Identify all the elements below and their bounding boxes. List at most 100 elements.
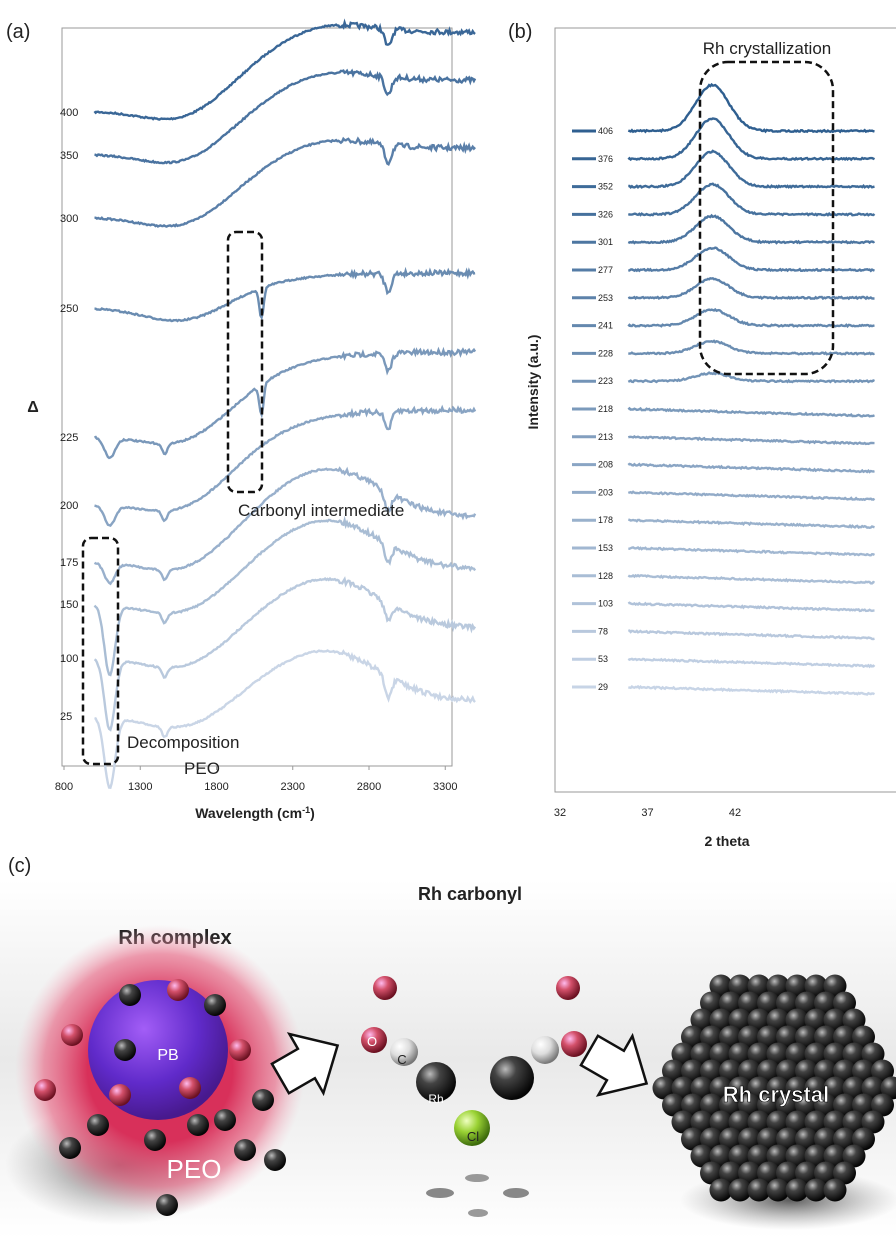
atom	[842, 1042, 866, 1066]
spectrum	[93, 18, 476, 121]
label: Rh crystal	[723, 1082, 829, 1107]
rh-crystal	[652, 974, 896, 1202]
atom	[823, 1076, 847, 1100]
trace-label: 250	[60, 303, 78, 315]
atom	[561, 1031, 587, 1057]
atom-label: C	[397, 1052, 406, 1067]
atom	[747, 1008, 771, 1032]
xrd-pattern	[627, 213, 875, 245]
atom	[785, 1110, 809, 1134]
atom	[804, 1144, 828, 1168]
particle	[156, 1194, 178, 1216]
trace-label: 277	[598, 265, 613, 275]
plot-frame	[554, 27, 896, 793]
x-tick-label: 3300	[433, 781, 457, 793]
panel-label: (a)	[6, 21, 30, 43]
atom	[833, 1059, 856, 1083]
spectrum	[94, 266, 476, 323]
xrd-pattern	[627, 307, 875, 329]
xrd-pattern	[627, 657, 876, 669]
particle	[214, 1109, 236, 1131]
spectrum	[94, 404, 477, 528]
xrd-pattern	[628, 182, 876, 217]
atom	[757, 1025, 780, 1049]
particle	[264, 1149, 286, 1171]
atom	[852, 1025, 875, 1049]
atom	[766, 1076, 790, 1100]
plot-frame	[61, 27, 453, 767]
atom	[700, 1025, 723, 1049]
xrd-pattern	[628, 629, 875, 641]
atom	[700, 991, 723, 1015]
atom	[823, 1008, 847, 1032]
spectra-a: 800 1300 1800 2300 2800 3300 400 350 300 250 225 20…	[55, 18, 477, 793]
atom	[728, 1008, 752, 1032]
atom	[719, 1161, 742, 1185]
spectrum	[93, 576, 477, 732]
highlight-box	[81, 536, 120, 766]
spectrum	[93, 346, 477, 460]
atom	[728, 1144, 752, 1168]
atom	[690, 1008, 714, 1032]
title: Rh carbonyl	[418, 884, 522, 904]
trace-label: 29	[598, 682, 608, 692]
xrd-pattern	[628, 339, 875, 356]
particle	[252, 1089, 274, 1111]
trace-label: 153	[598, 543, 613, 553]
atom	[823, 1110, 847, 1134]
trace-label: 200	[60, 500, 78, 512]
trace-label: 253	[598, 293, 613, 303]
xrd-pattern	[627, 462, 875, 474]
x-axis-label: Wavelength (cm-1)	[195, 805, 315, 821]
particle	[109, 1084, 131, 1106]
particle	[61, 1024, 83, 1046]
xrd-pattern	[627, 490, 876, 502]
atom	[852, 1093, 875, 1117]
atom	[795, 991, 818, 1015]
x-axis-label-close: )	[310, 805, 315, 821]
atom	[833, 1161, 856, 1185]
trace-label: 223	[598, 376, 613, 386]
trace-label: 301	[598, 237, 613, 247]
atom	[852, 1059, 875, 1083]
atom	[795, 1025, 818, 1049]
trace-label: 300	[60, 213, 78, 225]
atom	[814, 1093, 837, 1117]
x-tick-label: 32	[554, 807, 566, 819]
atom	[709, 974, 733, 998]
atom	[776, 1127, 799, 1151]
atom	[690, 1110, 714, 1134]
atom	[776, 1025, 799, 1049]
atom	[700, 1127, 723, 1151]
atom	[738, 1093, 761, 1117]
atom	[842, 1144, 866, 1168]
x-tick-label: 2800	[357, 781, 381, 793]
atom	[700, 1059, 723, 1083]
xrd-pattern	[628, 684, 876, 696]
atom	[709, 1178, 733, 1202]
atom	[728, 1042, 752, 1066]
particle	[34, 1079, 56, 1101]
spectrum	[93, 466, 477, 586]
particle	[179, 1077, 201, 1099]
atom	[556, 976, 580, 1000]
trace-label: 25	[60, 711, 72, 723]
atom	[833, 1093, 856, 1117]
atom	[719, 991, 742, 1015]
particle	[167, 979, 189, 1001]
atom	[747, 1042, 771, 1066]
trace-label: 78	[598, 626, 608, 636]
atom	[871, 1093, 894, 1117]
atom	[747, 1110, 771, 1134]
atom	[804, 1110, 828, 1134]
xrd-pattern	[628, 246, 875, 273]
atom	[776, 1059, 799, 1083]
atom	[776, 991, 799, 1015]
trace-label: 218	[598, 404, 613, 414]
atom	[671, 1076, 695, 1100]
atom	[766, 1008, 790, 1032]
atom	[709, 1008, 733, 1032]
atom	[390, 1038, 418, 1066]
